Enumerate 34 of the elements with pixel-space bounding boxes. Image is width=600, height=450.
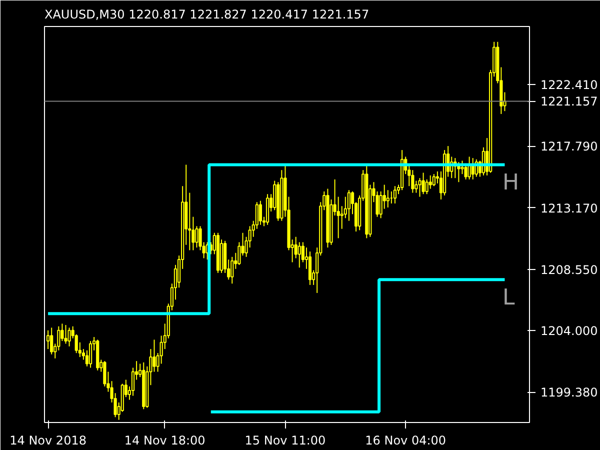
candlestick (68, 327, 71, 347)
y-tick-label: 1213.170 (540, 201, 598, 216)
candlestick (428, 174, 432, 190)
candlestick (432, 174, 436, 187)
candlestick (298, 242, 301, 268)
series-label: L (502, 286, 516, 311)
candlestick (88, 340, 92, 368)
chart-title: XAUUSD,M30 1220.817 1221.827 1220.417 1221.157 (44, 8, 370, 22)
x-tick-label: 15 Nov 11:00 (244, 434, 326, 448)
y-tick-label: 1199.380 (540, 386, 598, 400)
candlestick (152, 339, 156, 372)
y-tick-label: 1217.790 (540, 140, 598, 154)
candlestick (386, 190, 390, 208)
x-tick-label: 14 Nov 18:00 (124, 434, 206, 448)
candlestick (258, 200, 262, 226)
candlestick (308, 251, 312, 286)
y-tick-label: 1208.550 (540, 263, 598, 278)
candlestick (425, 178, 428, 195)
candlestick (64, 324, 68, 344)
candlestick (422, 172, 425, 195)
candlestick (411, 170, 414, 194)
candlestick (457, 162, 460, 183)
candlestick (460, 160, 464, 175)
candlestick (230, 256, 234, 284)
candlestick (393, 186, 397, 204)
candlestick (50, 327, 54, 355)
x-tick-label: 16 Nov 04:00 (365, 434, 446, 448)
y-tick-label: 1204.000 (540, 324, 598, 338)
ref-line-label: 1221.157 (540, 94, 598, 109)
y-tick-label: 1222.410 (540, 78, 598, 92)
x-tick-label: 14 Nov 2018 (10, 434, 86, 448)
candlestick (347, 190, 351, 222)
series-label: H (502, 170, 520, 196)
candlestick (418, 178, 422, 198)
